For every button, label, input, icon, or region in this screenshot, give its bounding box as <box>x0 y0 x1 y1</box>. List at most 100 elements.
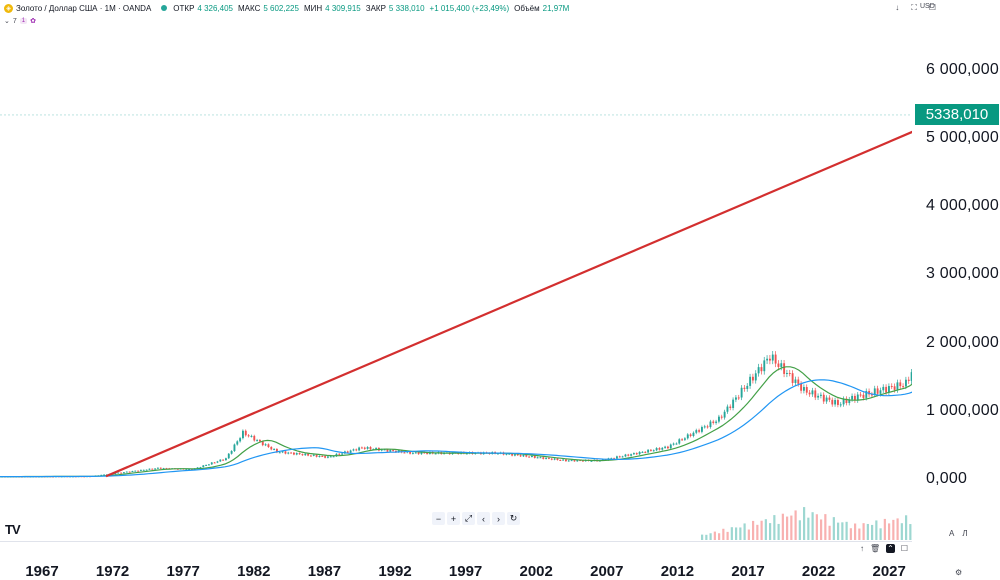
auto-scale-button[interactable]: А <box>949 529 954 538</box>
candle-body <box>817 396 819 398</box>
price-axis-label[interactable]: 1 000,000 <box>926 402 999 420</box>
scroll-right-button[interactable]: › <box>492 512 505 525</box>
time-axis-label[interactable]: 1982 <box>237 563 270 580</box>
time-axis-label[interactable]: 1977 <box>167 563 200 580</box>
candle-body <box>157 468 159 469</box>
alerts-badge[interactable]: 1 <box>20 18 27 24</box>
fullscreen-icon[interactable]: ⛶ <box>911 3 917 13</box>
coin-icon[interactable]: ◈ <box>4 4 13 13</box>
candle-body <box>664 447 666 448</box>
indicators-count[interactable]: 7 <box>13 18 17 25</box>
volume-bar <box>824 514 826 540</box>
candle-body <box>202 465 204 467</box>
candle-body <box>506 454 508 455</box>
candle-body <box>551 459 553 460</box>
candle-body <box>134 471 136 472</box>
volume-bar <box>850 528 852 540</box>
candle-body <box>559 460 561 461</box>
tradingview-logo[interactable]: TV <box>5 522 20 537</box>
candle-body <box>647 450 649 453</box>
candle-body <box>690 434 692 436</box>
pane-separator[interactable] <box>0 541 912 542</box>
currency-selector[interactable]: USD <box>920 3 935 10</box>
candle-body <box>891 386 893 387</box>
candle-body <box>392 450 394 451</box>
gear-icon[interactable]: ⚙ <box>955 568 962 577</box>
download-icon[interactable]: ↓ <box>895 3 899 13</box>
zoom-in-button[interactable]: + <box>447 512 460 525</box>
square-icon[interactable]: ☐ <box>901 544 908 553</box>
candle-body <box>863 395 865 398</box>
price-axis-label[interactable]: 2 000,000 <box>926 334 999 352</box>
volume-bar <box>880 528 882 540</box>
volume-bar <box>769 523 771 540</box>
time-axis-label[interactable]: 2012 <box>661 563 694 580</box>
candle-body <box>800 384 802 391</box>
candle-body <box>259 440 261 441</box>
candle-body <box>219 460 221 462</box>
candle-body <box>270 447 272 449</box>
time-axis-label[interactable]: 1987 <box>308 563 341 580</box>
time-axis-label[interactable]: 2017 <box>731 563 764 580</box>
candle-body <box>829 398 831 400</box>
scroll-left-button[interactable]: ‹ <box>477 512 490 525</box>
candle-body <box>129 472 131 473</box>
trendline <box>106 83 912 476</box>
time-axis-label[interactable]: 1967 <box>25 563 58 580</box>
candle-body <box>766 359 768 361</box>
candle-body <box>364 448 366 449</box>
price-axis-label[interactable]: 3 000,000 <box>926 265 999 283</box>
candle-body <box>253 436 255 441</box>
volume-bar <box>905 515 907 540</box>
price-axis-label[interactable]: 4 000,000 <box>926 197 999 215</box>
candle-body <box>761 367 763 371</box>
arrow-up-icon[interactable]: ↑ <box>860 544 864 553</box>
candle-body <box>803 387 805 391</box>
candle-body <box>310 456 312 457</box>
trash-icon[interactable]: 🗑 <box>870 544 880 553</box>
candle-body <box>557 459 559 460</box>
volume-bar <box>833 517 835 540</box>
price-chart[interactable] <box>0 26 912 540</box>
volume-bar <box>875 520 877 540</box>
time-axis-label[interactable]: 2027 <box>873 563 906 580</box>
candle-body <box>242 431 244 438</box>
candle-body <box>307 454 309 456</box>
time-axis-label[interactable]: 1972 <box>96 563 129 580</box>
candle-body <box>744 388 746 389</box>
candle-body <box>355 449 357 450</box>
volume-bar <box>790 516 792 540</box>
price-axis-label[interactable]: 6 000,000 <box>926 61 999 79</box>
time-axis-label[interactable]: 1997 <box>449 563 482 580</box>
zoom-out-button[interactable]: − <box>432 512 445 525</box>
reset-chart-button[interactable]: ↻ <box>507 512 520 525</box>
candle-body <box>361 447 363 448</box>
moving-average-slow <box>0 315 912 477</box>
chevron-down-icon[interactable]: ⌄ <box>4 17 10 25</box>
candle-body <box>778 364 780 367</box>
settings-small-icon[interactable]: ✿ <box>30 17 36 25</box>
candle-body <box>724 412 726 418</box>
candle-body <box>780 363 782 367</box>
candle-body <box>574 460 576 461</box>
time-axis-label[interactable]: 1992 <box>378 563 411 580</box>
time-axis-label[interactable]: 2022 <box>802 563 835 580</box>
candle-body <box>319 456 321 457</box>
log-scale-button[interactable]: Л <box>962 529 967 538</box>
reset-zoom-button[interactable]: ⤢ <box>462 512 475 525</box>
candle-body <box>627 455 629 456</box>
candle-body <box>758 367 760 373</box>
time-axis-label[interactable]: 2007 <box>590 563 623 580</box>
code-icon[interactable]: ⌃ <box>886 544 895 553</box>
price-axis-label[interactable]: 0,000 <box>926 470 967 488</box>
volume-bar <box>718 533 720 540</box>
time-axis-label[interactable]: 2002 <box>520 563 553 580</box>
symbol-title[interactable]: Золото / Доллар США · 1M · OANDA <box>16 4 151 13</box>
volume-bar <box>884 519 886 540</box>
price-axis-label[interactable]: 5 000,000 <box>926 129 999 147</box>
candle-body <box>704 426 706 427</box>
candle-body <box>659 448 661 450</box>
candle-body <box>908 380 910 381</box>
